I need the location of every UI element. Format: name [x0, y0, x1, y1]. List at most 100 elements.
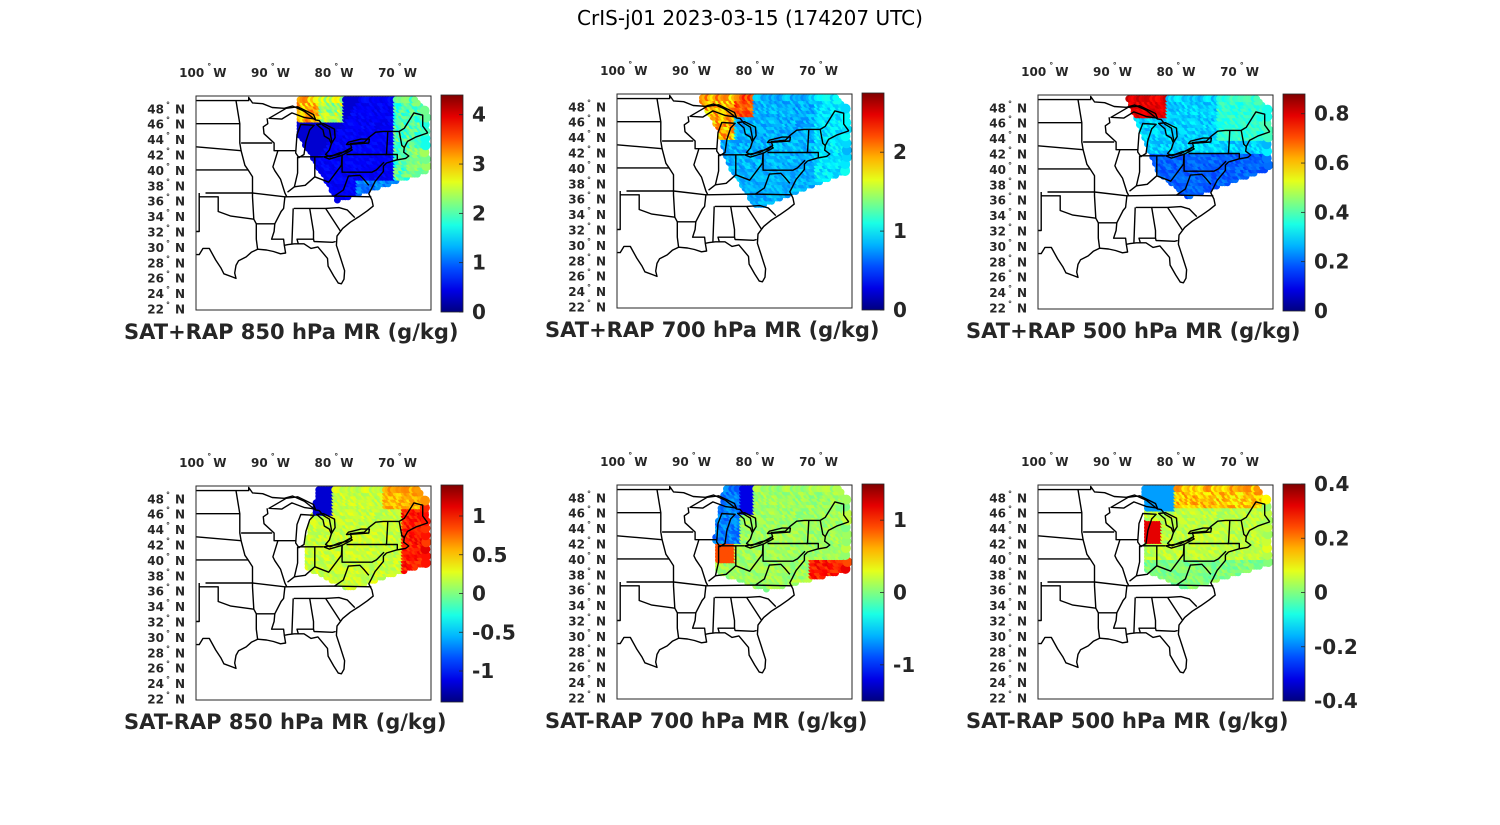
state-line: [626, 190, 793, 196]
state-line: [717, 206, 736, 242]
state-line: [262, 118, 296, 152]
lat-tick-label: 26 ° N: [568, 268, 606, 284]
state-line: [287, 156, 299, 193]
state-line: [693, 148, 709, 196]
state-line: [746, 206, 762, 230]
lat-tick-label: 42 ° N: [147, 147, 185, 163]
lake-outline: [295, 123, 315, 159]
data-point: [1253, 95, 1261, 103]
state-line: [325, 208, 341, 232]
lon-tick-label: 80 ° W: [315, 62, 354, 80]
data-point: [840, 166, 851, 176]
state-line: [714, 204, 777, 217]
colorbar-tick-label: 0.4: [1314, 200, 1349, 224]
colorbar-tick-label: 0: [472, 300, 486, 324]
state-line: [334, 174, 370, 197]
lon-tick-label: 80 ° W: [1157, 61, 1196, 79]
state-line: [274, 196, 286, 225]
state-line: [1227, 152, 1240, 159]
lat-tick-label: 22 ° N: [989, 299, 1027, 315]
lake-outline: [716, 121, 736, 157]
lake-outline: [1110, 105, 1159, 119]
data-swath: [296, 96, 431, 204]
lon-tick-label: 90 ° W: [672, 60, 711, 78]
data-point: [1262, 104, 1273, 115]
lake-outline: [1158, 122, 1178, 144]
state-line: [1183, 153, 1227, 172]
lon-tick-label: 100 ° W: [1021, 61, 1068, 79]
colorbar-tick-label: 0: [893, 298, 907, 322]
state-line: [1040, 192, 1096, 219]
colorbar-tick-label: 4: [472, 103, 486, 127]
colorbar-tick-label: 3: [472, 152, 486, 176]
lat-tick-label: 42 ° N: [568, 145, 606, 161]
state-line: [1129, 155, 1141, 192]
state-line: [1038, 145, 1084, 151]
colorbar-tick-label: 1: [893, 219, 907, 243]
data-swath: [699, 94, 852, 208]
state-line: [712, 206, 715, 242]
state-line: [312, 239, 336, 243]
lake-outline: [766, 136, 792, 144]
lat-tick-label: 22 ° N: [147, 300, 185, 316]
lat-tick-label: 32 ° N: [568, 221, 606, 237]
colorbar-tick-label: 0: [1314, 299, 1328, 323]
lat-tick-label: 36 ° N: [568, 191, 606, 207]
state-line: [683, 116, 717, 150]
state-line: [1154, 238, 1178, 242]
state-boundaries: [617, 94, 850, 283]
lon-tick-label: 80 ° W: [736, 60, 775, 78]
state-line: [198, 193, 254, 220]
lake-outline: [1137, 122, 1157, 158]
state-line: [1176, 173, 1212, 196]
map-panel-sat-rap-sum-700: 100 ° W 90 ° W 80 ° W 70 ° W 48 ° N 46 ° N 44 ° N 42 ° N 40 ° N 38 °…: [421, 0, 961, 358]
state-line: [806, 151, 819, 158]
state-line: [1047, 191, 1214, 197]
colorbar-tick-label: 0.8: [1314, 102, 1349, 126]
lat-tick-label: 44 ° N: [147, 131, 185, 147]
lat-tick-label: 22 ° N: [568, 298, 606, 314]
state-boundaries: [1038, 95, 1271, 284]
lat-tick-label: 44 ° N: [568, 129, 606, 145]
state-line: [656, 98, 680, 248]
state-line: [1167, 207, 1183, 231]
data-point: [420, 140, 431, 151]
state-line: [617, 194, 621, 231]
lat-tick-label: 28 ° N: [989, 253, 1027, 269]
lat-tick-label: 26 ° N: [989, 269, 1027, 285]
state-line: [1114, 149, 1130, 197]
state-line: [767, 129, 810, 154]
lat-tick-label: 46 ° N: [147, 116, 185, 132]
lake-outline: [345, 138, 371, 146]
state-boundaries: [196, 96, 429, 285]
state-line: [1240, 130, 1247, 148]
data-point: [840, 103, 851, 114]
data-point: [420, 133, 431, 144]
map-panel-sat-rap-sum-500: 100 ° W 90 ° W 80 ° W 70 ° W 48 ° N 46 ° N 44 ° N 42 ° N 40 ° N 38 °…: [842, 0, 1382, 359]
colorbar-tick-label: 0.2: [1314, 250, 1349, 274]
state-line: [385, 153, 398, 160]
coastline: [617, 130, 850, 283]
lat-tick-label: 40 ° N: [147, 162, 185, 178]
lat-tick-label: 48 ° N: [989, 99, 1027, 115]
figure-title: CrIS-j01 2023-03-15 (174207 UTC): [577, 6, 923, 30]
state-line: [196, 146, 242, 152]
lat-tick-label: 30 ° N: [989, 238, 1027, 254]
state-line: [256, 223, 285, 246]
state-line: [755, 172, 791, 195]
state-line: [1138, 207, 1157, 243]
lake-outline: [1187, 137, 1213, 145]
lon-tick-label: 100 ° W: [179, 62, 226, 80]
lon-tick-label: 100 ° W: [600, 60, 647, 78]
state-line: [819, 129, 826, 147]
state-line: [398, 131, 405, 149]
lat-tick-label: 38 ° N: [989, 176, 1027, 192]
map-svg: 100 ° W 90 ° W 80 ° W 70 ° W48 ° N46 ° N44 ° N42 ° N40 ° N38 °…: [568, 60, 907, 322]
colorbar: [861, 92, 885, 311]
lake-outline: [737, 121, 757, 143]
state-line: [296, 208, 315, 244]
map-panel-sat-rap-diff-850: 100 ° W 90 ° W 80 ° W 70 ° W 48 ° N 46 ° N 44 ° N 42 ° N 40 ° N 38 °…: [0, 390, 540, 750]
state-line: [272, 150, 288, 198]
lake-outline: [689, 104, 738, 118]
colorbar-tick-label: 0.6: [1314, 151, 1349, 175]
